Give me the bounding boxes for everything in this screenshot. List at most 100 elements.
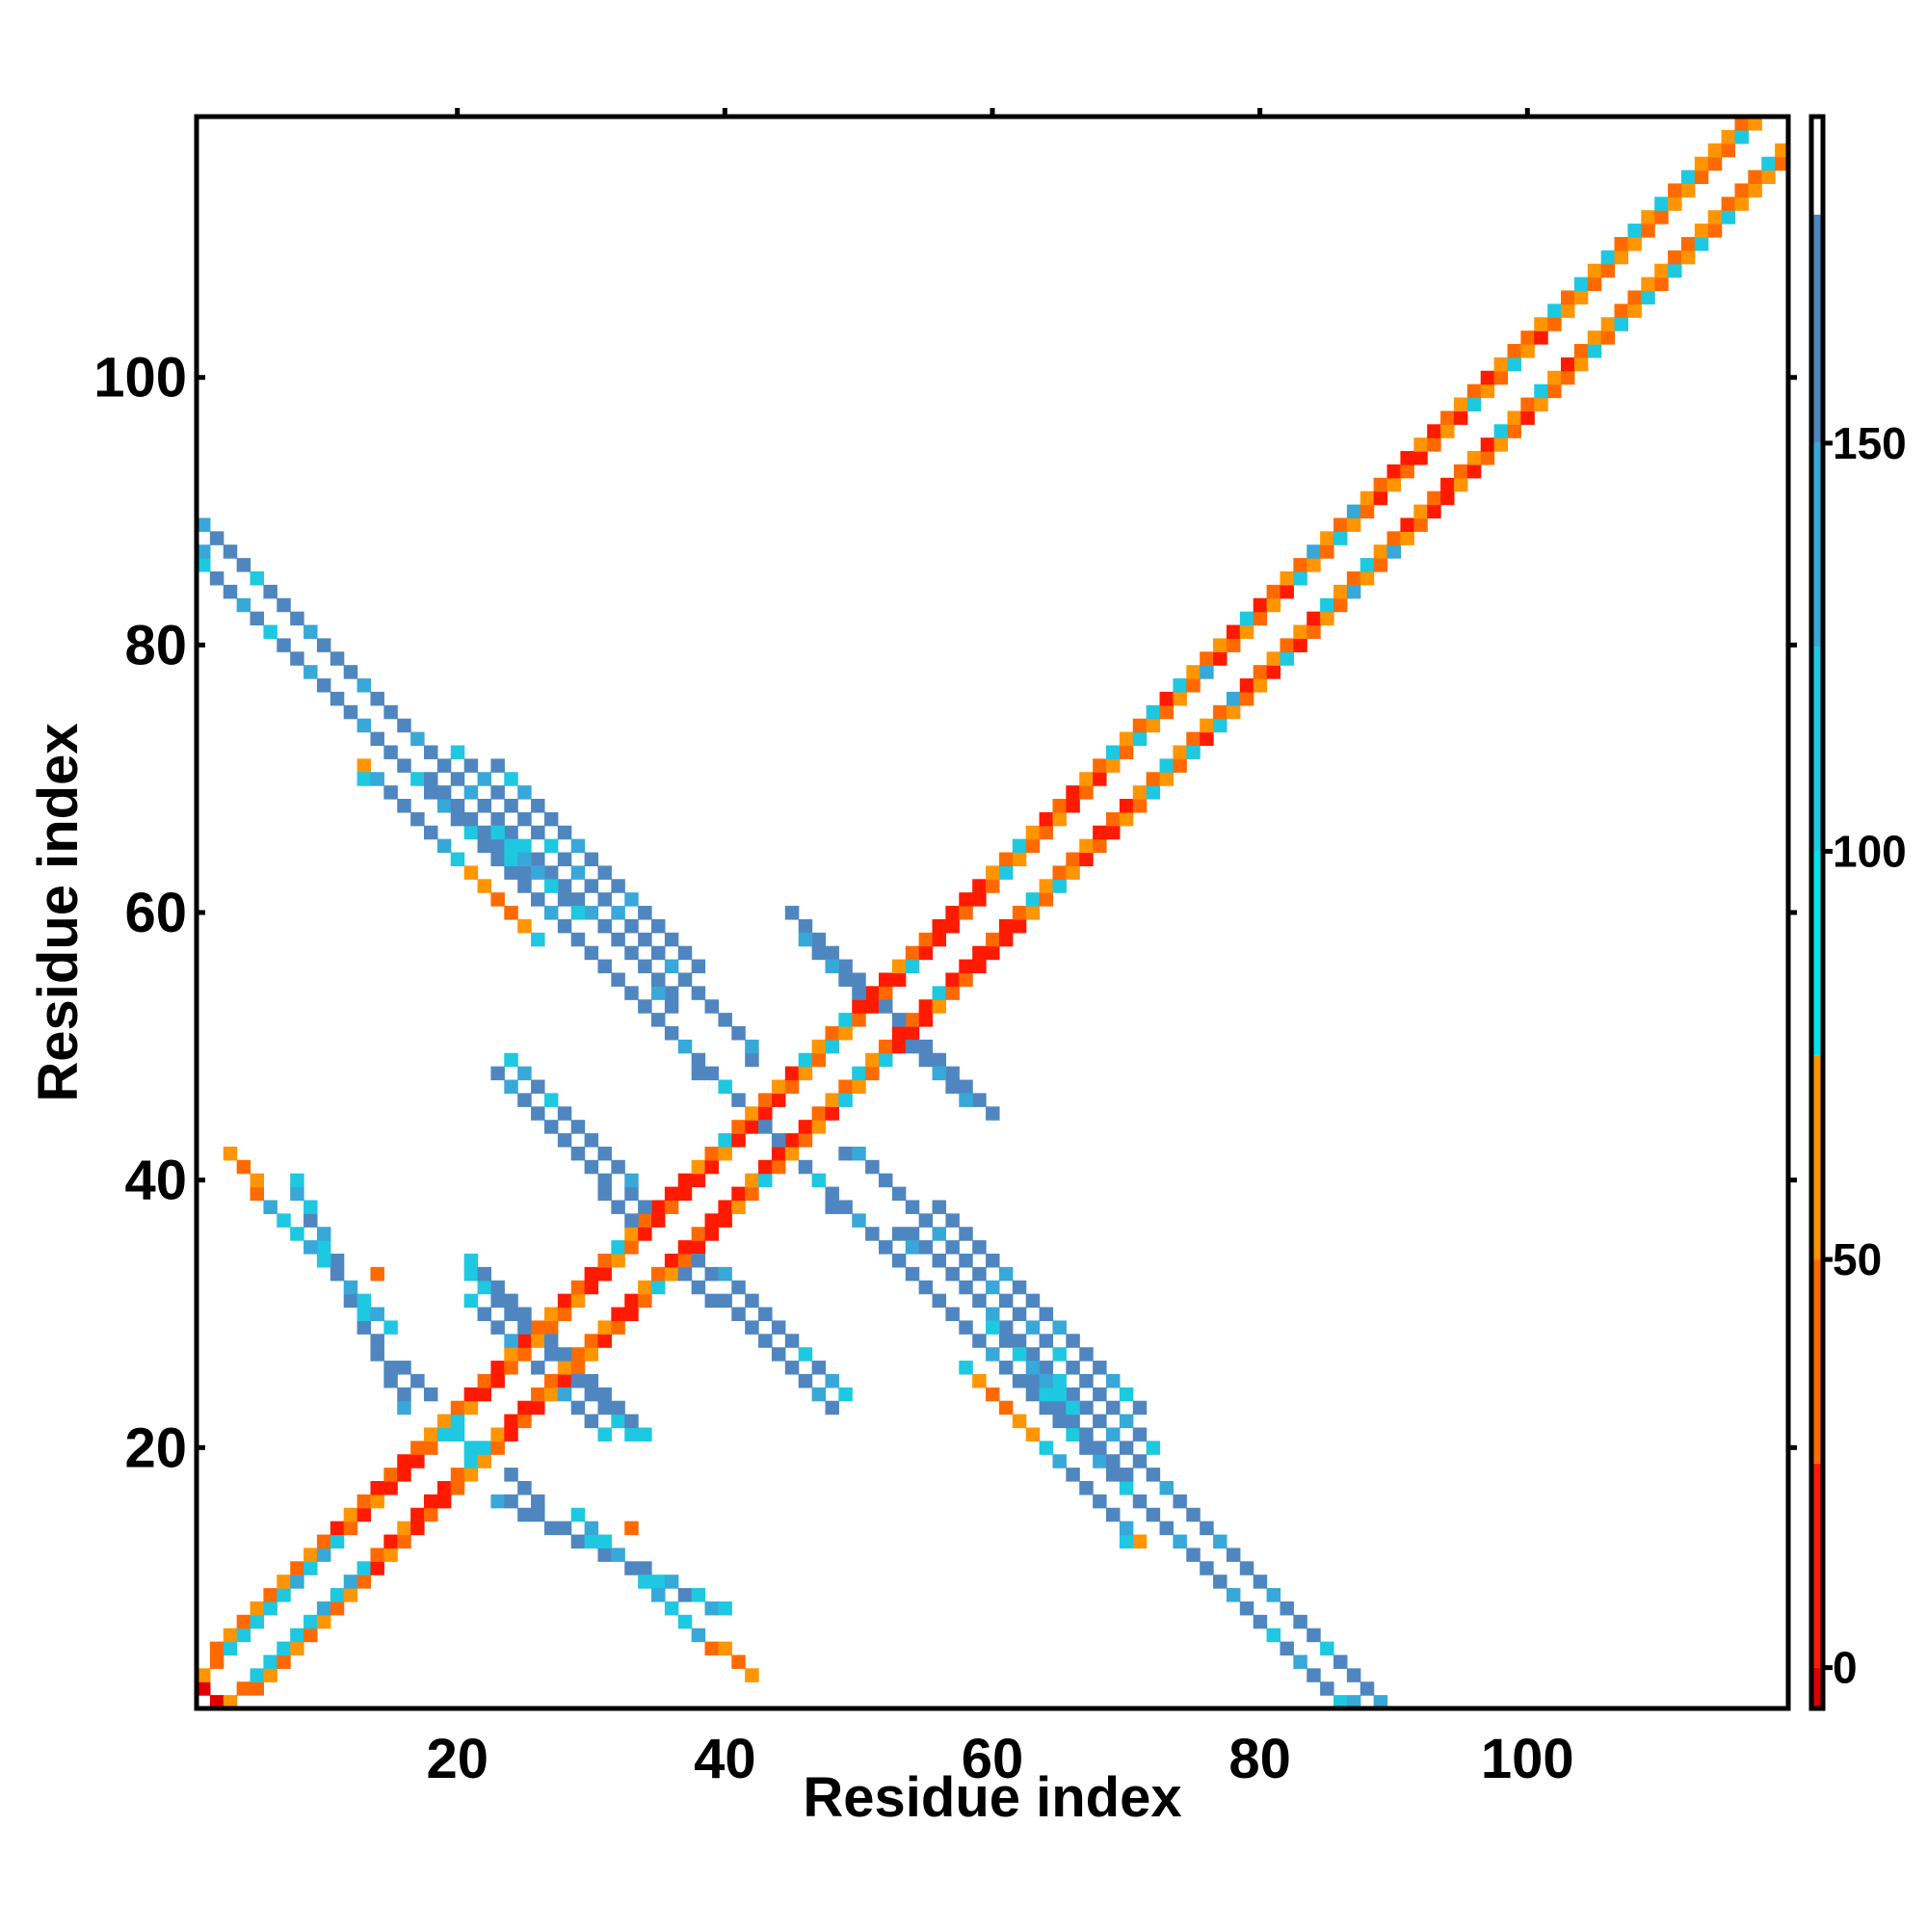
heatmap-cell (1012, 852, 1027, 867)
heatmap-cell (664, 1026, 679, 1041)
heatmap-cell (1440, 424, 1455, 438)
heatmap-cell (1146, 1441, 1161, 1455)
heatmap-cell (1079, 785, 1094, 800)
heatmap-cell (731, 1200, 746, 1214)
heatmap-cell (370, 1334, 384, 1348)
heatmap-cell (1359, 504, 1375, 519)
heatmap-cell (490, 1441, 505, 1455)
heatmap-cell (290, 1641, 304, 1656)
heatmap-cell (1453, 397, 1468, 412)
heatmap-cell (986, 932, 1000, 947)
heatmap-cell (383, 704, 398, 720)
heatmap-cell (597, 1320, 612, 1335)
heatmap-cell (463, 1387, 479, 1402)
heatmap-cell (704, 1641, 720, 1656)
heatmap-cell (584, 852, 599, 867)
heatmap-cell (677, 1588, 693, 1602)
heatmap-cell (290, 651, 304, 666)
heatmap-cell (664, 986, 679, 1000)
heatmap-cell (543, 906, 559, 920)
heatmap-cell (1600, 331, 1616, 345)
heatmap-cell (852, 1146, 866, 1161)
heatmap-cell (986, 1387, 1000, 1402)
heatmap-cell (1239, 1601, 1254, 1616)
heatmap-cell (1200, 718, 1214, 733)
heatmap-cell (1280, 651, 1294, 666)
heatmap-cell (370, 1266, 384, 1282)
heatmap-cell (1093, 1441, 1107, 1455)
heatmap-cell (798, 1052, 813, 1068)
heatmap-cell (677, 1614, 693, 1629)
heatmap-cell (1627, 236, 1642, 251)
heatmap-cell (825, 1373, 839, 1389)
heatmap-cell (597, 1387, 612, 1402)
heatmap-cell (531, 1507, 545, 1522)
heatmap-cell (277, 1575, 291, 1589)
x-tick-label: 80 (1228, 1728, 1291, 1790)
heatmap-cell (986, 1347, 1000, 1362)
heatmap-cell (517, 1414, 532, 1429)
heatmap-cell (1320, 544, 1334, 559)
heatmap-cell (1400, 463, 1414, 479)
heatmap-cell (865, 1159, 880, 1175)
heatmap-cell (784, 1079, 800, 1095)
heatmap-cell (517, 865, 532, 880)
heatmap-cell (517, 1307, 532, 1322)
heatmap-cell (1694, 236, 1709, 251)
heatmap-cell (879, 1052, 893, 1068)
heatmap-cell (330, 1588, 345, 1602)
heatmap-cell (704, 1159, 720, 1175)
heatmap-cell (932, 1200, 947, 1214)
heatmap-cell (1186, 731, 1201, 747)
heatmap-cell (784, 1066, 800, 1081)
heatmap-cell (597, 1400, 612, 1416)
heatmap-cell (932, 986, 947, 1000)
heatmap-cell (1386, 463, 1402, 479)
heatmap-cell (651, 1575, 666, 1589)
heatmap-cell (1039, 1361, 1054, 1375)
heatmap-cell (959, 1093, 973, 1107)
heatmap-cell (731, 1186, 746, 1202)
heatmap-cell (517, 1347, 532, 1362)
heatmap-cell (905, 1200, 920, 1214)
heatmap-cell (1734, 183, 1749, 198)
heatmap-cell (1573, 357, 1589, 372)
heatmap-cell (570, 1293, 586, 1309)
heatmap-cell (1052, 865, 1067, 880)
heatmap-cell (998, 1400, 1014, 1416)
heatmap-cell (945, 1079, 960, 1095)
heatmap-cell (383, 1548, 398, 1562)
heatmap-cell (463, 1441, 479, 1455)
heatmap-cell (731, 1280, 746, 1295)
heatmap-cell (1119, 731, 1134, 747)
heatmap-cell (531, 865, 545, 880)
heatmap-cell (677, 945, 693, 961)
heatmap-cell (1025, 1347, 1041, 1362)
heatmap-cell (1093, 1361, 1107, 1375)
heatmap-cell (718, 1213, 732, 1228)
heatmap-cell (704, 1213, 720, 1228)
heatmap-cell (945, 1066, 960, 1081)
heatmap-cell (1119, 1387, 1134, 1402)
heatmap-cell (998, 918, 1014, 934)
heatmap-cell (758, 1173, 773, 1188)
heatmap-cell (330, 1266, 345, 1282)
heatmap-cell (1079, 1481, 1094, 1495)
heatmap-cell (410, 1507, 425, 1522)
heatmap-cell (758, 1106, 773, 1121)
heatmap-cell (1707, 143, 1723, 158)
heatmap-cell (1159, 691, 1175, 706)
heatmap-cell (543, 811, 559, 827)
heatmap-cell (611, 906, 625, 920)
heatmap-cell (1226, 704, 1241, 720)
heatmap-cell (236, 1628, 251, 1643)
heatmap-cell (1680, 170, 1696, 185)
heatmap-cell (1413, 451, 1428, 465)
heatmap-cell (197, 1668, 211, 1682)
heatmap-cell (691, 959, 706, 974)
heatmap-cell (1293, 571, 1307, 586)
heatmap-cell (972, 959, 987, 974)
heatmap-cell (838, 959, 853, 974)
heatmap-cell (758, 1120, 773, 1134)
heatmap-cell (879, 999, 893, 1014)
